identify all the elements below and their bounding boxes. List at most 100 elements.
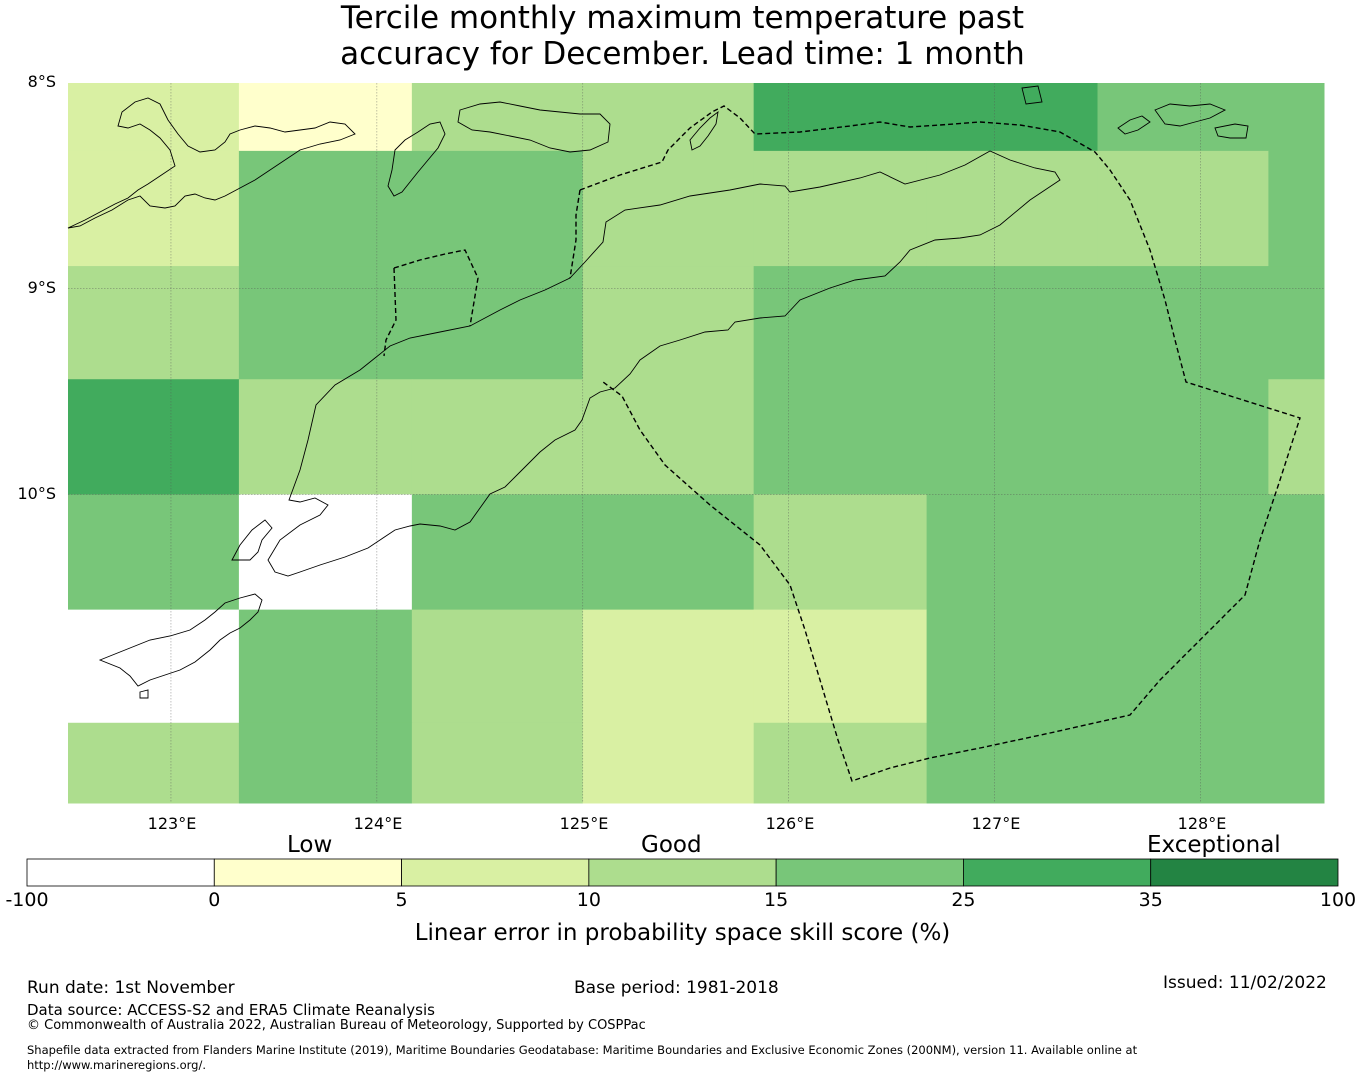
eez-timor-leste-north [579,105,1301,782]
issued-date: Issued: 11/02/2022 [1163,973,1327,993]
grid-cell [1097,150,1269,267]
grid-cell [926,609,1099,724]
grid-cell [411,150,584,267]
grid-cell [238,150,413,267]
coastline-ndana [139,689,149,699]
eez-west-segment [569,189,581,279]
grid-cell [238,609,413,724]
grid-cell [753,266,928,380]
lat-label-9s: 9°S [27,278,56,297]
grid-cell [238,266,413,380]
eez-oecusse-west [383,267,397,357]
lat-label-10s: 10°S [17,484,56,503]
grid-cell [411,83,584,152]
grid-cell [68,379,240,495]
coastline-kisar [1154,103,1227,127]
run-date: Run date: 1st November [27,978,235,998]
grid-cell [926,494,1099,611]
grid-cell [753,83,928,152]
colorbar-tick-label: 0 [208,889,221,911]
data-source: Data source: ACCESS-S2 and ERA5 Climate … [27,1001,435,1019]
coastlines [67,85,1249,699]
grid-cell [1268,150,1325,267]
grid-cell [68,150,240,267]
grid-cell [582,266,755,380]
grid-cell [411,609,584,724]
grid-cell [582,722,755,804]
coastline-flores-east [67,97,356,229]
grid-cell [582,83,755,152]
grid-cell [1097,83,1269,152]
grid-cell [753,150,928,267]
category-exceptional: Exceptional [1147,832,1281,858]
grid-cell [753,609,928,724]
grid-cell [1097,494,1269,611]
grid-cell [1268,83,1325,152]
map-gridlines [68,83,1324,803]
lon-label-126e: 126°E [765,814,815,833]
copyright: © Commonwealth of Australia 2022, Austra… [27,1018,646,1033]
coastline-wetar [1117,115,1151,135]
grid-cell [1097,722,1269,804]
grid-cell [238,83,413,152]
grid-cell [68,83,240,152]
coastline-timor [267,150,1061,577]
title-line-1: Tercile monthly maximum temperature past [340,0,1025,36]
grid-cell [411,266,584,380]
grid-cell [926,83,1099,152]
grid-cell [582,609,755,724]
colorbar-tick-label: -100 [5,889,49,911]
map-title: Tercile monthly maximum temperature past… [0,0,1365,72]
shapefile-credit-2: http://www.marineregions.org/. [27,1058,206,1072]
grid-cell [411,722,584,804]
shapefile-credit-1: Shapefile data extracted from Flanders M… [27,1043,1138,1057]
lon-label-125e: 125°E [559,814,609,833]
maritime-boundaries [383,105,1301,782]
base-period: Base period: 1981-2018 [574,978,779,998]
lat-label-8s: 8°S [27,72,56,91]
colorbar-tick-label: 5 [395,889,408,911]
lon-label-128e: 128°E [1177,814,1227,833]
lon-label-127e: 127°E [971,814,1021,833]
title-line-2: accuracy for December. Lead time: 1 mont… [340,36,1025,72]
grid-cell [411,379,584,495]
grid-cell [68,494,240,611]
grid-cell [68,722,240,804]
grid-cell [926,266,1099,380]
coastline-rote [98,593,263,687]
coastline-liran [1021,85,1043,105]
grid-cell [411,494,584,611]
skill-grid-cells [68,83,1325,804]
grid-cell [1268,722,1325,804]
grid-cell [238,494,413,611]
colorbar-tick-label: 25 [951,889,976,911]
coastline-semau [231,519,273,561]
grid-cell [1268,379,1325,495]
grid-cell [68,266,240,380]
lon-label-124e: 124°E [353,814,403,833]
grid-cell [1097,609,1269,724]
lon-label-123e: 123°E [147,814,197,833]
grid-cell [238,722,413,804]
grid-cell [1268,266,1325,380]
colorbar-tick-label: 100 [1319,889,1357,911]
category-good: Good [641,832,702,858]
eez-oecusse [393,249,479,327]
grid-cell [926,722,1099,804]
grid-cell [238,379,413,495]
grid-cell [753,494,928,611]
grid-cell [1268,494,1325,611]
grid-cell [926,150,1099,267]
grid-cell [926,379,1099,495]
grid-cell [753,722,928,804]
grid-cell [582,379,755,495]
colorbar-tick-label: 10 [576,889,601,911]
grid-cell [68,609,240,724]
grid-cell [582,494,755,611]
coastline-atauro [689,110,719,151]
grid-cell [1097,266,1269,380]
grid-cell [753,379,928,495]
grid-cell [1268,609,1325,724]
colorbar-tick-label: 15 [764,889,789,911]
